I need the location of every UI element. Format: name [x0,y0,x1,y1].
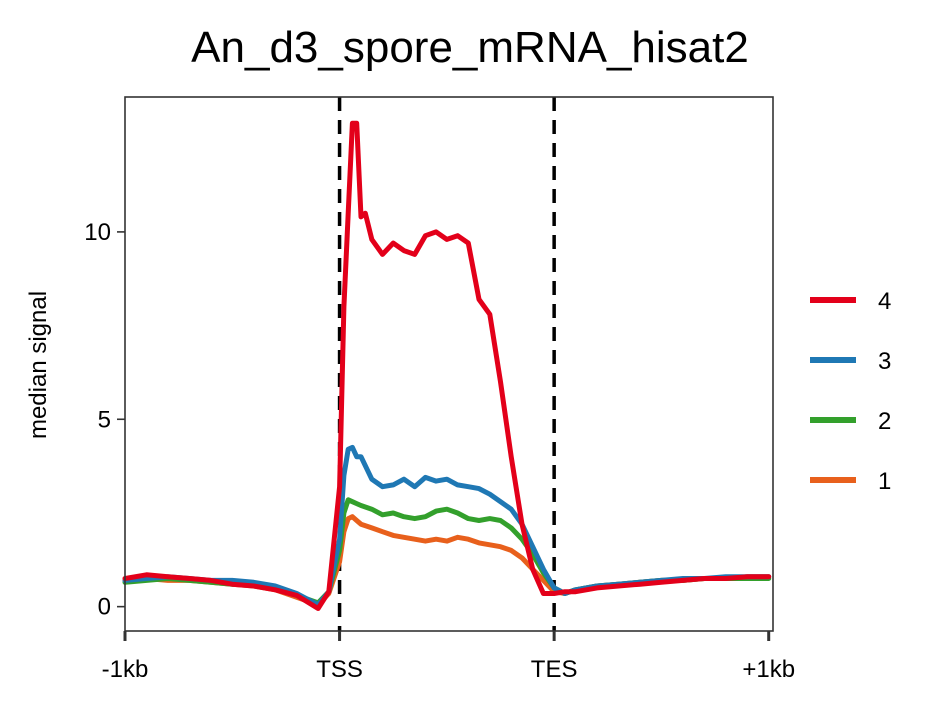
x-tick-label: +1kb [742,656,795,683]
legend-label-1: 1 [878,468,891,495]
y-tick-label: 10 [84,219,111,246]
chart-title: An_d3_spore_mRNA_hisat2 [191,23,749,72]
legend: 4 3 2 1 [810,288,891,495]
x-axis: -1kb TSS TES +1kb [102,631,795,683]
x-tick-label: -1kb [102,656,149,683]
legend-label-2: 2 [878,408,891,435]
plot-panel-border [124,96,774,632]
legend-label-3: 3 [878,348,891,375]
x-tick-label: TES [531,656,578,683]
y-axis-title: median signal [25,291,52,439]
y-tick-label: 0 [98,594,111,621]
x-tick-label: TSS [316,656,363,683]
y-axis: 0 5 10 [84,219,125,621]
series-layer [122,120,772,611]
series-line-4 [122,120,772,611]
plot-panel-background [125,97,773,631]
legend-label-4: 4 [878,288,891,315]
y-tick-label: 5 [98,406,111,433]
